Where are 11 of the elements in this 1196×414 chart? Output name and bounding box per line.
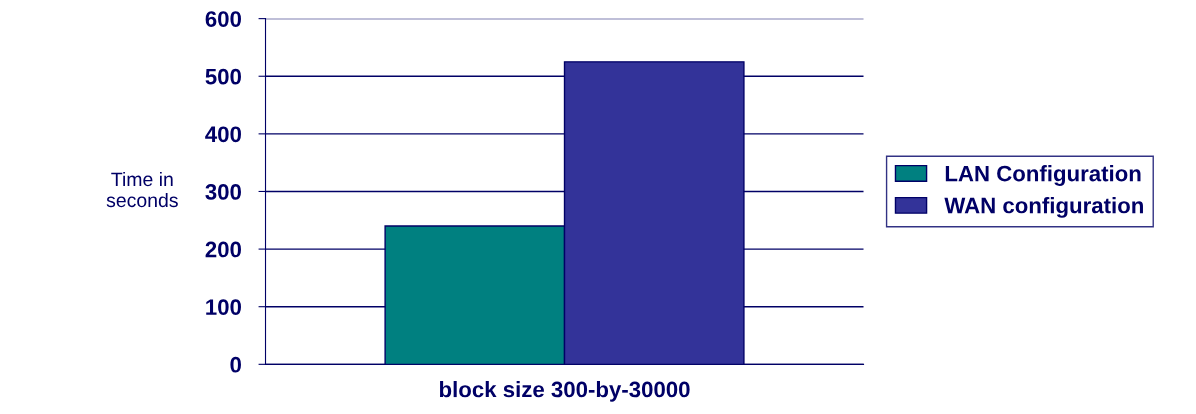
y-tick-label: 200	[205, 241, 241, 258]
y-tick-label: 400	[205, 126, 241, 143]
y-axis-title: Time in seconds	[106, 171, 178, 208]
legend-label: WAN configuration	[944, 197, 1143, 218]
y-tick-label: 600	[205, 11, 241, 27]
y-tick-label: 100	[206, 299, 241, 315]
y-tick-label: 500	[205, 68, 241, 85]
y-tick-label: 0	[230, 356, 241, 373]
x-tick-label: block size 300-by-30000	[439, 380, 690, 402]
y-tick-label: 300	[205, 184, 241, 200]
legend-label: LAN Configuration	[945, 165, 1141, 186]
